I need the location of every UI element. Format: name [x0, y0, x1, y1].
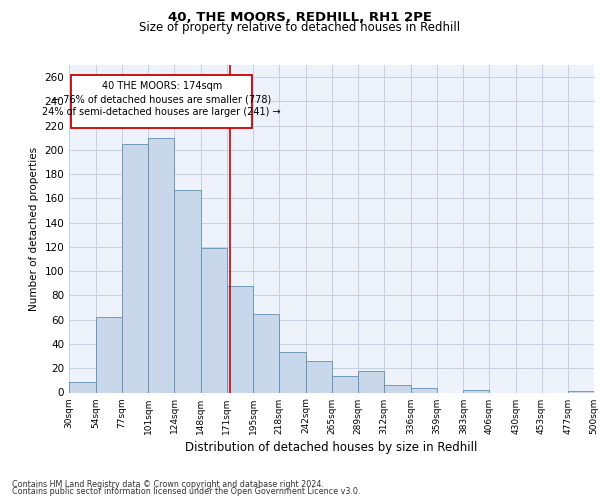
Bar	[96, 318, 122, 392]
Text: Contains HM Land Registry data © Crown copyright and database right 2024.: Contains HM Land Registry data © Crown c…	[12, 480, 324, 489]
Bar	[253, 314, 279, 392]
X-axis label: Distribution of detached houses by size in Redhill: Distribution of detached houses by size …	[185, 440, 478, 454]
FancyBboxPatch shape	[71, 74, 252, 128]
Text: 24% of semi-detached houses are larger (241) →: 24% of semi-detached houses are larger (…	[43, 108, 281, 118]
Bar	[358, 370, 384, 392]
Bar	[463, 390, 489, 392]
Text: ← 76% of detached houses are smaller (778): ← 76% of detached houses are smaller (77…	[52, 94, 271, 104]
Bar	[384, 385, 411, 392]
Text: Size of property relative to detached houses in Redhill: Size of property relative to detached ho…	[139, 21, 461, 34]
Bar	[227, 286, 253, 393]
Y-axis label: Number of detached properties: Number of detached properties	[29, 146, 39, 311]
Text: 40, THE MOORS, REDHILL, RH1 2PE: 40, THE MOORS, REDHILL, RH1 2PE	[168, 11, 432, 24]
Bar	[279, 352, 306, 393]
Bar	[121, 144, 148, 392]
Bar	[306, 361, 331, 392]
Bar	[332, 376, 358, 392]
Text: 40 THE MOORS: 174sqm: 40 THE MOORS: 174sqm	[101, 81, 222, 91]
Bar	[148, 138, 174, 392]
Bar	[174, 190, 201, 392]
Bar	[69, 382, 96, 392]
Bar	[411, 388, 437, 392]
Text: Contains public sector information licensed under the Open Government Licence v3: Contains public sector information licen…	[12, 488, 361, 496]
Bar	[201, 248, 227, 392]
